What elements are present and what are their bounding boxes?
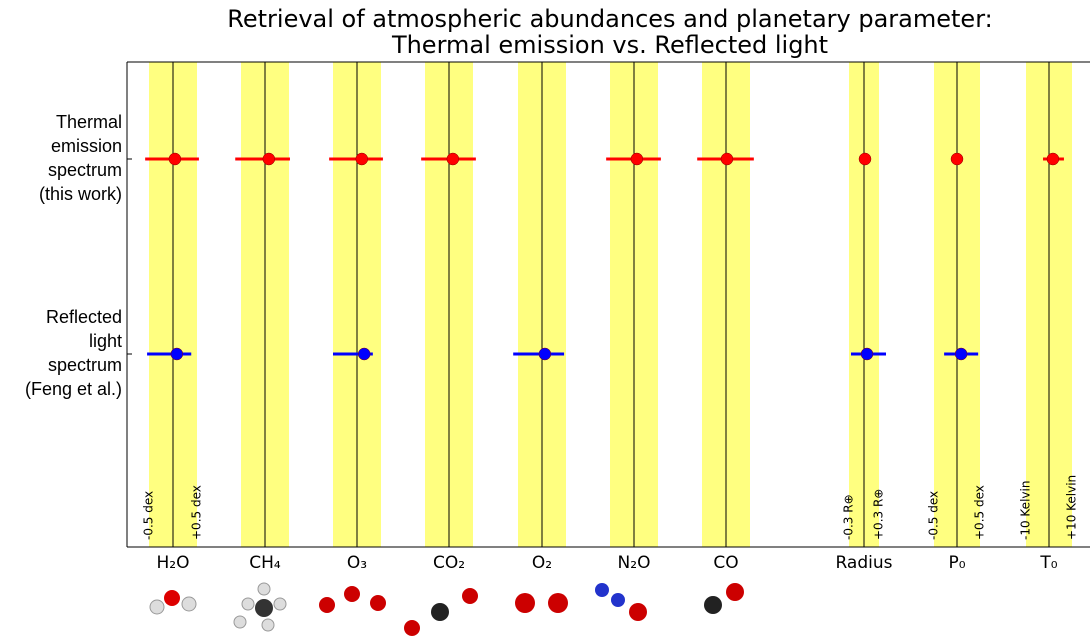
row-label: spectrum xyxy=(48,355,122,375)
x-tick-label: O₃ xyxy=(347,553,367,573)
data-point xyxy=(446,152,460,166)
x-tick-label: CO xyxy=(713,553,738,573)
x-tick-label: O₂ xyxy=(532,553,552,573)
band-label: -0.5 dex xyxy=(142,491,156,540)
data-point xyxy=(954,347,968,361)
band-label: +10 Kelvin xyxy=(1065,475,1079,540)
chart-title: Retrieval of atmospheric abundances and … xyxy=(227,5,992,33)
row-label: (Feng et al.) xyxy=(25,379,122,399)
band-label: -0.3 R⊕ xyxy=(842,494,856,540)
row-label: Reflected xyxy=(46,307,122,327)
data-point xyxy=(168,152,182,166)
data-point xyxy=(950,152,964,166)
x-tick-label: P₀ xyxy=(948,553,965,573)
row-label: (this work) xyxy=(39,184,122,204)
x-tick-label: N₂O xyxy=(618,553,651,573)
molecule-icons xyxy=(149,582,744,636)
band-label: -0.5 dex xyxy=(927,491,941,540)
band-label: +0.3 R⊕ xyxy=(872,489,886,540)
data-point xyxy=(538,347,552,361)
row-label: light xyxy=(89,331,122,351)
data-point xyxy=(355,152,369,166)
data-point xyxy=(860,347,874,361)
band-label: +0.5 dex xyxy=(973,485,987,540)
bands xyxy=(149,62,1072,547)
x-tick-label: Radius xyxy=(835,553,892,573)
x-tick-label: H₂O xyxy=(157,553,190,573)
x-tick-label: CH₄ xyxy=(249,553,281,573)
data-point xyxy=(262,152,276,166)
band-label: -10 Kelvin xyxy=(1019,481,1033,540)
data-point xyxy=(630,152,644,166)
plot: Thermal emission spectrum (this work) Reflec… xyxy=(25,61,1090,573)
row-label: spectrum xyxy=(48,160,122,180)
row-label: Thermal xyxy=(56,112,122,132)
data-point xyxy=(720,152,734,166)
row-label: emission xyxy=(51,136,122,156)
data-point xyxy=(858,152,872,166)
chart-title: Thermal emission vs. Reflected light xyxy=(391,31,828,59)
x-tick-label: T₀ xyxy=(1039,553,1057,573)
data-point xyxy=(1046,152,1060,166)
data-point xyxy=(357,347,371,361)
x-tick-label: CO₂ xyxy=(433,553,465,573)
data-point xyxy=(170,347,184,361)
band-label: +0.5 dex xyxy=(190,485,204,540)
